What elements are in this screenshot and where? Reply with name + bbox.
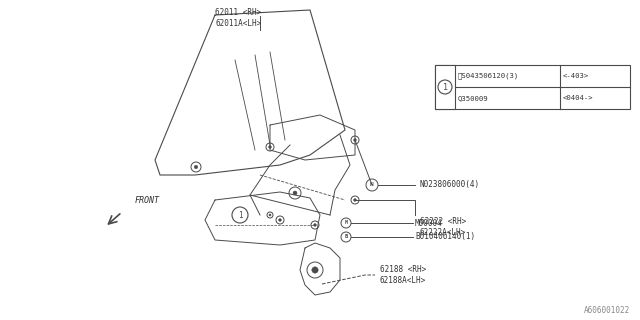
Circle shape [341,232,351,242]
Text: 62011 <RH>
62011A<LH>: 62011 <RH> 62011A<LH> [215,8,261,28]
Text: 1: 1 [442,83,447,92]
Text: A606001022: A606001022 [584,306,630,315]
Text: FRONT: FRONT [135,196,160,205]
Circle shape [289,187,301,199]
Circle shape [438,80,452,94]
Text: B010406140(1): B010406140(1) [415,233,475,242]
Circle shape [269,214,271,216]
Text: M: M [344,220,348,226]
Text: 1: 1 [237,211,243,220]
Bar [435,65,455,109]
Circle shape [314,224,316,227]
Circle shape [354,199,356,201]
Circle shape [278,219,282,221]
Text: M00004: M00004 [415,219,443,228]
Text: ⓈS043506120(3): ⓈS043506120(3) [458,73,519,79]
Circle shape [312,267,318,273]
Text: N: N [370,182,374,188]
Text: N023806000(4): N023806000(4) [420,180,480,189]
Text: 62188 <RH>
62188A<LH>: 62188 <RH> 62188A<LH> [380,265,426,285]
Circle shape [269,146,271,148]
Circle shape [366,179,378,191]
Text: <0404->: <0404-> [563,95,594,101]
Text: Q350009: Q350009 [458,95,488,101]
Circle shape [195,165,198,169]
Text: 62222 <RH>
62222A<LH>: 62222 <RH> 62222A<LH> [420,217,467,237]
Circle shape [341,218,351,228]
Circle shape [354,139,356,141]
Text: <-403>: <-403> [563,73,589,79]
Circle shape [232,207,248,223]
Bar [435,65,630,109]
Text: B: B [344,235,348,239]
Circle shape [293,191,297,195]
